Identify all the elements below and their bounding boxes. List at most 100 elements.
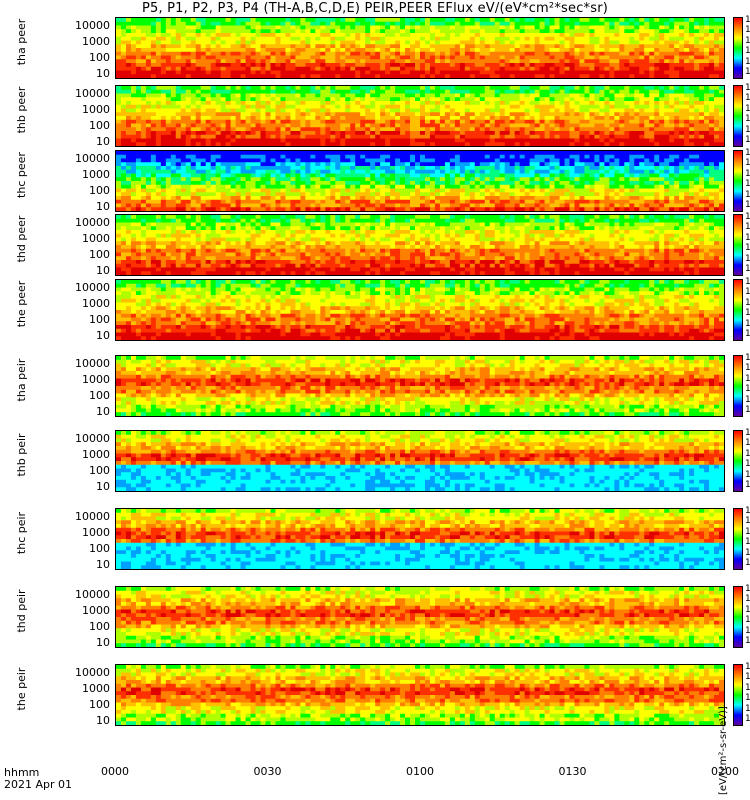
spectrogram-cell bbox=[320, 177, 326, 182]
spectrogram-cell bbox=[514, 44, 521, 49]
spectrogram-cell bbox=[120, 162, 127, 167]
spectrogram-cell bbox=[165, 166, 172, 171]
spectrogram-cell bbox=[464, 131, 471, 136]
spectrogram-cell bbox=[185, 138, 192, 143]
spectrogram-cell bbox=[150, 123, 157, 128]
spectrogram-cell bbox=[330, 134, 336, 139]
spectrogram-cell bbox=[260, 97, 266, 102]
spectrogram-cell bbox=[544, 66, 551, 71]
spectrogram-cell bbox=[330, 18, 336, 23]
spectrogram-cell bbox=[659, 142, 665, 146]
spectrogram-cell bbox=[679, 36, 685, 41]
spectrogram-cell bbox=[385, 55, 391, 60]
spectrogram-cell bbox=[130, 55, 137, 60]
spectrogram-cell bbox=[325, 25, 331, 30]
spectrogram-cell bbox=[290, 162, 296, 167]
spectrogram-cell bbox=[654, 55, 660, 60]
spectrogram-cell bbox=[444, 131, 451, 136]
spectrogram-cell bbox=[420, 131, 426, 136]
spectrogram-cell bbox=[484, 25, 491, 30]
spectrogram-cell bbox=[290, 59, 296, 64]
spectrogram-cell bbox=[190, 127, 197, 132]
spectrogram-cell bbox=[489, 142, 496, 146]
spectrogram-cell bbox=[260, 127, 266, 132]
spectrogram-cell bbox=[420, 116, 426, 121]
spectrogram-cell bbox=[280, 154, 286, 159]
spectrogram-cell bbox=[395, 25, 401, 30]
spectrogram-cell bbox=[145, 151, 152, 156]
spectrogram-cell bbox=[295, 63, 301, 68]
spectrogram-cell bbox=[280, 173, 286, 178]
spectrogram-cell bbox=[534, 123, 541, 128]
spectrogram-cell bbox=[340, 33, 346, 38]
spectrogram-cell bbox=[175, 196, 182, 201]
spectrogram-cell bbox=[514, 123, 521, 128]
spectrogram-cell bbox=[679, 59, 685, 64]
spectrogram-cell bbox=[549, 59, 556, 64]
spectrogram-cell bbox=[200, 192, 207, 197]
spectrogram-cell bbox=[454, 116, 461, 121]
spectrogram-cell bbox=[355, 108, 361, 113]
spectrogram-cell bbox=[180, 93, 187, 98]
spectrogram-cell bbox=[634, 55, 640, 60]
spectrogram-cell bbox=[589, 48, 595, 53]
spectrogram-cell bbox=[549, 86, 556, 91]
spectrogram-cell bbox=[679, 104, 685, 109]
spectrogram-cell bbox=[125, 181, 132, 186]
spectrogram-cell bbox=[624, 48, 630, 53]
spectrogram-cell bbox=[534, 25, 541, 30]
spectrogram-cell bbox=[260, 173, 266, 178]
spectrogram-cell bbox=[300, 101, 306, 106]
spectrogram-cell bbox=[340, 70, 346, 75]
spectrogram-cell bbox=[699, 25, 705, 30]
spectrogram-cell bbox=[360, 123, 366, 128]
spectrogram-cell bbox=[634, 51, 640, 56]
spectrogram-cell bbox=[424, 70, 431, 75]
spectrogram-cell bbox=[504, 66, 511, 71]
spectrogram-cell bbox=[390, 86, 396, 91]
spectrogram-cell bbox=[135, 184, 142, 189]
spectrogram-cell bbox=[504, 74, 511, 78]
spectrogram-cell bbox=[524, 119, 531, 124]
spectrogram-cell bbox=[599, 74, 605, 78]
spectrogram-cell bbox=[300, 207, 306, 211]
spectrogram-cell bbox=[205, 18, 212, 23]
spectrogram-cell bbox=[684, 116, 690, 121]
spectrogram-cell bbox=[559, 112, 566, 117]
spectrogram-cell bbox=[424, 169, 431, 174]
spectrogram-cell bbox=[609, 48, 615, 53]
spectrogram-cell bbox=[330, 138, 336, 143]
spectrogram-cell bbox=[644, 86, 650, 91]
spectrogram-cell bbox=[704, 123, 710, 128]
spectrogram-cell bbox=[579, 119, 585, 124]
spectrogram-cell bbox=[719, 131, 724, 136]
spectrogram-cell bbox=[524, 142, 531, 146]
spectrogram-cell bbox=[116, 93, 122, 98]
spectrogram-cell bbox=[484, 86, 491, 91]
spectrogram-cell bbox=[235, 192, 242, 197]
spectrogram-cell bbox=[250, 21, 257, 26]
spectrogram-cell bbox=[140, 33, 147, 38]
spectrogram-cell bbox=[270, 44, 276, 49]
spectrogram-cell bbox=[464, 70, 471, 75]
spectrogram-cell bbox=[574, 89, 580, 94]
spectrogram-cell bbox=[155, 33, 162, 38]
spectrogram-cell bbox=[529, 44, 536, 49]
spectrogram-cell bbox=[624, 104, 630, 109]
spectrogram-cell bbox=[360, 18, 366, 23]
spectrogram-cell bbox=[220, 33, 227, 38]
spectrogram-cell bbox=[534, 51, 541, 56]
spectrogram-cell bbox=[479, 21, 486, 26]
spectrogram-cell bbox=[459, 86, 466, 91]
spectrogram-cell bbox=[375, 196, 381, 201]
spectrogram-cell bbox=[360, 33, 366, 38]
spectrogram-cell bbox=[429, 25, 436, 30]
spectrogram-cell bbox=[235, 25, 242, 30]
spectrogram-cell bbox=[689, 21, 695, 26]
spectrogram-cell bbox=[310, 70, 316, 75]
spectrogram-cell bbox=[260, 93, 266, 98]
spectrogram-cell bbox=[155, 184, 162, 189]
spectrogram-cell bbox=[629, 142, 635, 146]
spectrogram-cell bbox=[280, 181, 286, 186]
spectrogram-cell bbox=[699, 63, 705, 68]
